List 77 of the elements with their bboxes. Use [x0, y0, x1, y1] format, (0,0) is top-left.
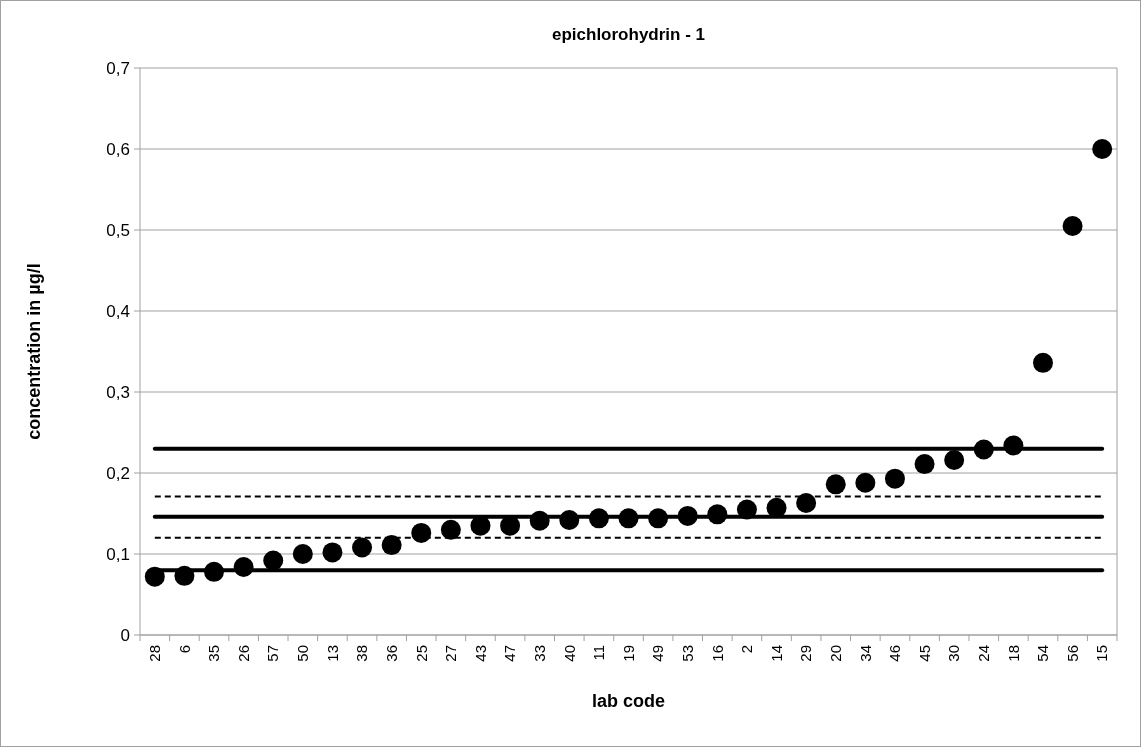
point: [204, 561, 225, 582]
x-tick-label: 36: [382, 645, 400, 662]
x-tick-label: 20: [826, 645, 844, 662]
x-tick-label: 49: [649, 645, 667, 662]
x-tick-label: 47: [501, 645, 519, 662]
chart-title: epichlorohydrin - 1: [551, 25, 706, 44]
point: [352, 537, 373, 558]
x-tick-label: 50: [294, 645, 312, 662]
point: [884, 468, 905, 489]
point: [381, 535, 402, 556]
point: [736, 499, 757, 520]
x-tick-label: 27: [442, 645, 460, 662]
y-tick-label: 0,4: [106, 301, 130, 321]
point: [618, 508, 639, 529]
x-tick-label: 38: [353, 645, 371, 662]
x-tick-label: 14: [767, 645, 785, 662]
point: [292, 544, 313, 564]
point: [1062, 215, 1083, 236]
y-tick-label: 0,7: [106, 58, 130, 78]
point: [440, 519, 461, 540]
y-tick-label: 0: [120, 625, 130, 645]
x-tick-label: 45: [915, 645, 933, 662]
y-tick-label: 0,2: [106, 463, 130, 483]
point: [766, 497, 787, 518]
point: [559, 509, 580, 530]
point: [174, 565, 195, 586]
y-axis-title: concentration in µg/l: [24, 263, 44, 440]
point: [677, 505, 698, 526]
x-axis-title: lab code: [591, 691, 666, 711]
x-tick-label: 54: [1034, 645, 1052, 662]
point: [233, 556, 254, 577]
point: [1003, 435, 1024, 456]
x-tick-label: 29: [797, 645, 815, 662]
point: [1032, 352, 1053, 373]
x-tick-label: 16: [708, 645, 726, 662]
point: [470, 515, 491, 536]
x-tick-label: 56: [1063, 645, 1081, 662]
point: [825, 474, 846, 495]
x-tick-label: 15: [1093, 645, 1111, 662]
x-tick-label: 46: [886, 645, 904, 662]
point: [707, 504, 728, 525]
x-tick-label: 53: [678, 645, 696, 662]
x-tick-label: 26: [234, 645, 252, 662]
point: [855, 472, 876, 493]
x-tick-label: 33: [530, 645, 548, 662]
x-tick-label: 57: [264, 645, 282, 662]
point: [588, 508, 609, 529]
x-tick-label: 18: [1004, 645, 1022, 662]
point: [500, 515, 521, 536]
point: [322, 542, 343, 563]
x-tick-label: 40: [560, 645, 578, 662]
x-tick-label: 35: [205, 645, 223, 662]
point: [796, 492, 817, 513]
point: [529, 510, 550, 531]
x-tick-label: 25: [412, 645, 430, 662]
x-tick-label: 2: [738, 645, 756, 654]
point: [914, 454, 935, 475]
x-tick-label: 43: [471, 645, 489, 662]
x-tick-label: 19: [619, 645, 637, 662]
y-tick-label: 0,1: [106, 544, 130, 564]
point: [144, 566, 165, 587]
x-tick-label: 30: [945, 645, 963, 662]
x-tick-label: 13: [323, 645, 341, 662]
x-tick-label: 11: [590, 645, 608, 661]
point: [648, 508, 669, 529]
y-tick-label: 0,3: [106, 382, 130, 402]
y-tick-label: 0,6: [106, 139, 130, 159]
x-tick-label: 28: [146, 645, 164, 662]
y-tick-label: 0,5: [106, 220, 130, 240]
point: [263, 550, 284, 571]
x-tick-label: 34: [856, 645, 874, 662]
x-tick-label: 24: [975, 645, 993, 662]
x-tick-label: 6: [175, 645, 193, 654]
point: [1092, 139, 1113, 159]
point: [411, 522, 432, 543]
point: [973, 439, 994, 460]
point: [944, 450, 965, 471]
